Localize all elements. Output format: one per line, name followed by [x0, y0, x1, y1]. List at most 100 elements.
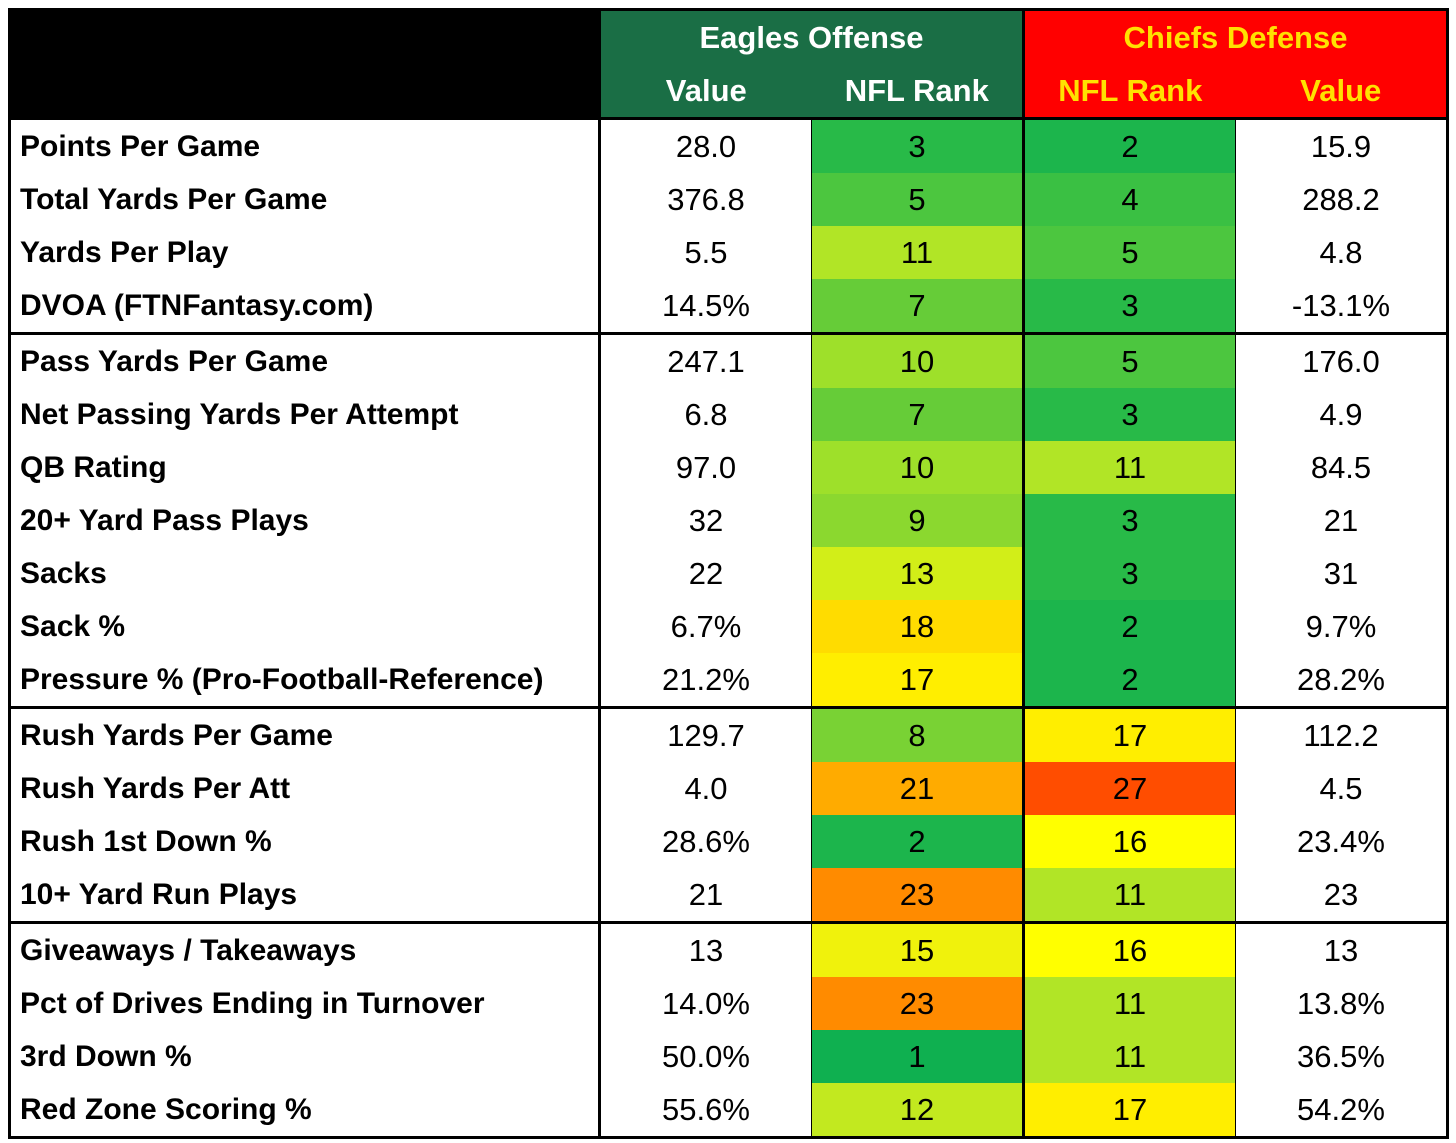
- eagles-rank-cell: 7: [811, 388, 1025, 441]
- stat-label: Rush 1st Down %: [9, 815, 601, 868]
- eagles-value-cell: 55.6%: [599, 1083, 812, 1138]
- stat-label: Points Per Game: [9, 117, 601, 173]
- chiefs-value-cell: 36.5%: [1297, 1038, 1385, 1074]
- eagles-value-header: Value: [599, 64, 812, 119]
- stat-label: 20+ Yard Pass Plays: [9, 494, 601, 547]
- eagles-rank-cell: 3: [811, 117, 1025, 173]
- table-row: Pressure % (Pro-Football-Reference) 21.2%…: [9, 653, 1448, 708]
- chiefs-rank-cell: 16: [1023, 921, 1236, 977]
- eagles-value-cell: 129.7: [599, 706, 812, 762]
- eagles-value-cell: 97.0: [599, 441, 812, 494]
- chiefs-value-cell: 112.2: [1235, 706, 1448, 762]
- stat-label: Net Passing Yards Per Attempt: [9, 388, 601, 441]
- table-row: Points Per Game 28.0 3 2 15.9: [9, 117, 1448, 173]
- eagles-rank-cell: 10: [811, 332, 1025, 388]
- table-row: Giveaways / Takeaways 13 15 16 13: [9, 921, 1448, 977]
- eagles-rank-cell: 1: [811, 1030, 1025, 1083]
- header-blank-cell: [9, 9, 601, 119]
- table-row: Pass Yards Per Game 247.1 10 5 176.0: [9, 332, 1448, 388]
- table-row: Net Passing Yards Per Attempt 6.8 7 3 4.9: [9, 388, 1448, 441]
- eagles-rank-header: NFL Rank: [811, 64, 1025, 119]
- eagles-value-cell: 28.6%: [599, 815, 812, 868]
- table-row: Total Yards Per Game 376.8 5 4 288.2: [9, 173, 1448, 226]
- table-row: Rush Yards Per Att 4.0 21 27 4.5: [9, 762, 1448, 815]
- table-row: Sack % 6.7% 18 2 9.7%: [9, 600, 1448, 653]
- eagles-value-cell: 5.5: [599, 226, 812, 279]
- stat-label: QB Rating: [9, 441, 601, 494]
- eagles-rank-cell: 17: [811, 653, 1025, 708]
- chiefs-rank-cell: 27: [1023, 762, 1236, 815]
- chiefs-value-cell: 84.5: [1310, 449, 1372, 485]
- chiefs-rank-cell: 2: [1023, 117, 1236, 173]
- chiefs-value-cell: 31: [1323, 555, 1359, 591]
- eagles-rank-cell: 23: [811, 977, 1025, 1030]
- table-row: 10+ Yard Run Plays 21 23 11 23: [9, 868, 1448, 923]
- eagles-rank-cell: 23: [811, 868, 1025, 923]
- table-row: Rush 1st Down % 28.6% 2 16 23.4%: [9, 815, 1448, 868]
- eagles-value-cell: 13: [599, 921, 812, 977]
- stat-label: Pct of Drives Ending in Turnover: [9, 977, 601, 1030]
- chiefs-value-cell: 28.2%: [1297, 661, 1385, 697]
- stat-label: Rush Yards Per Att: [9, 762, 601, 815]
- eagles-value-cell: 22: [599, 547, 812, 600]
- stat-label: Giveaways / Takeaways: [9, 921, 601, 977]
- chiefs-rank-cell: 11: [1023, 977, 1236, 1030]
- chiefs-rank-cell: 11: [1023, 1030, 1236, 1083]
- stat-label: Rush Yards Per Game: [9, 706, 601, 762]
- chiefs-value-cell: 4.5: [1319, 770, 1363, 806]
- eagles-rank-cell: 9: [811, 494, 1025, 547]
- stat-label: 3rd Down %: [9, 1030, 601, 1083]
- stat-label: Yards Per Play: [9, 226, 601, 279]
- eagles-value-cell: 14.5%: [599, 279, 812, 334]
- chiefs-rank-cell: 2: [1023, 600, 1236, 653]
- table-row: Red Zone Scoring % 55.6% 12 17 54.2%: [9, 1083, 1448, 1138]
- chiefs-rank-cell: 17: [1023, 706, 1236, 762]
- chiefs-value-cell: 23: [1323, 876, 1359, 912]
- comparison-table: Eagles Offense Chiefs Defense Value NFL …: [8, 8, 1449, 1139]
- chiefs-value-cell: 4.9: [1319, 396, 1363, 432]
- stat-label: Sacks: [9, 547, 601, 600]
- eagles-rank-cell: 12: [811, 1083, 1025, 1138]
- chiefs-rank-cell: 3: [1023, 279, 1236, 334]
- eagles-rank-cell: 10: [811, 441, 1025, 494]
- stat-label: Total Yards Per Game: [9, 173, 601, 226]
- chiefs-value-cell: 23.4%: [1297, 823, 1385, 859]
- chiefs-value-cell: 15.9: [1235, 117, 1448, 173]
- stat-label: Pass Yards Per Game: [9, 332, 601, 388]
- eagles-rank-cell: 5: [811, 173, 1025, 226]
- table-row: Yards Per Play 5.5 11 5 4.8: [9, 226, 1448, 279]
- eagles-value-cell: 6.7%: [599, 600, 812, 653]
- eagles-value-cell: 21: [599, 868, 812, 923]
- stat-label: Sack %: [9, 600, 601, 653]
- chiefs-value-cell: 9.7%: [1305, 608, 1377, 644]
- eagles-value-cell: 14.0%: [599, 977, 812, 1030]
- chiefs-value-cell: 4.8: [1319, 234, 1363, 270]
- eagles-rank-cell: 15: [811, 921, 1025, 977]
- table-body: Points Per Game 28.0 3 2 15.9 Total Yards Per…: [9, 117, 1448, 1138]
- eagles-value-cell: 21.2%: [599, 653, 812, 708]
- chiefs-rank-cell: 3: [1023, 388, 1236, 441]
- chiefs-value-cell: 54.2%: [1297, 1091, 1385, 1127]
- eagles-value-cell: 28.0: [599, 117, 812, 173]
- chiefs-rank-cell: 5: [1023, 332, 1236, 388]
- table-row: QB Rating 97.0 10 11 84.5: [9, 441, 1448, 494]
- chiefs-value-cell: -13.1%: [1291, 287, 1391, 323]
- chiefs-rank-cell: 2: [1023, 653, 1236, 708]
- chiefs-rank-cell: 11: [1023, 441, 1236, 494]
- chiefs-rank-header: NFL Rank: [1023, 64, 1236, 119]
- eagles-rank-cell: 13: [811, 547, 1025, 600]
- stat-label: DVOA (FTNFantasy.com): [9, 279, 601, 334]
- table-row: 20+ Yard Pass Plays 32 9 3 21: [9, 494, 1448, 547]
- eagles-offense-title: Eagles Offense: [599, 9, 1025, 64]
- stat-label: Pressure % (Pro-Football-Reference): [9, 653, 601, 708]
- chiefs-value-cell: 13.8%: [1297, 985, 1385, 1021]
- eagles-value-cell: 6.8: [599, 388, 812, 441]
- eagles-value-cell: 247.1: [599, 332, 812, 388]
- eagles-rank-cell: 21: [811, 762, 1025, 815]
- eagles-rank-cell: 7: [811, 279, 1025, 334]
- table-row: Pct of Drives Ending in Turnover 14.0% 23 1…: [9, 977, 1448, 1030]
- table-row: DVOA (FTNFantasy.com) 14.5% 7 3 -13.1%: [9, 279, 1448, 334]
- chiefs-rank-cell: 3: [1023, 547, 1236, 600]
- chiefs-rank-cell: 11: [1023, 868, 1236, 923]
- eagles-value-cell: 32: [599, 494, 812, 547]
